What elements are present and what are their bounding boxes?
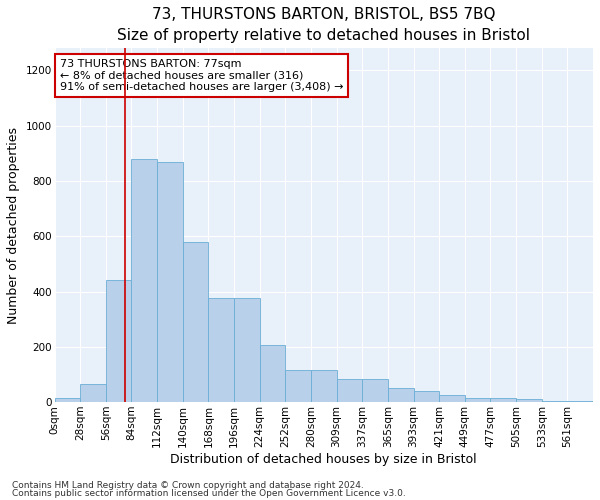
Bar (260, 346, 286, 402)
Text: Contains HM Land Registry data © Crown copyright and database right 2024.: Contains HM Land Registry data © Crown c… (12, 480, 364, 490)
Bar (157, 162, 183, 402)
Bar (183, 242, 208, 402)
Bar (208, 298, 234, 402)
Title: 73, THURSTONS BARTON, BRISTOL, BS5 7BQ
Size of property relative to detached hou: 73, THURSTONS BARTON, BRISTOL, BS5 7BQ S… (117, 7, 530, 43)
Bar (362, 378, 388, 402)
Bar (388, 388, 413, 402)
Text: Contains public sector information licensed under the Open Government Licence v3: Contains public sector information licen… (12, 489, 406, 498)
Bar (542, 400, 568, 402)
Text: 73 THURSTONS BARTON: 77sqm
← 8% of detached houses are smaller (316)
91% of semi: 73 THURSTONS BARTON: 77sqm ← 8% of detac… (60, 59, 343, 92)
Bar (568, 400, 593, 402)
Bar (516, 400, 542, 402)
Bar (439, 395, 465, 402)
Y-axis label: Number of detached properties: Number of detached properties (7, 126, 20, 324)
Bar (311, 370, 337, 402)
Bar (131, 159, 157, 402)
Bar (106, 280, 131, 402)
Bar (286, 370, 311, 402)
Bar (413, 391, 439, 402)
Bar (465, 398, 490, 402)
Bar (337, 378, 362, 402)
Bar (80, 384, 106, 402)
Bar (234, 298, 260, 402)
Bar (55, 398, 80, 402)
X-axis label: Distribution of detached houses by size in Bristol: Distribution of detached houses by size … (170, 452, 477, 466)
Bar (490, 398, 516, 402)
